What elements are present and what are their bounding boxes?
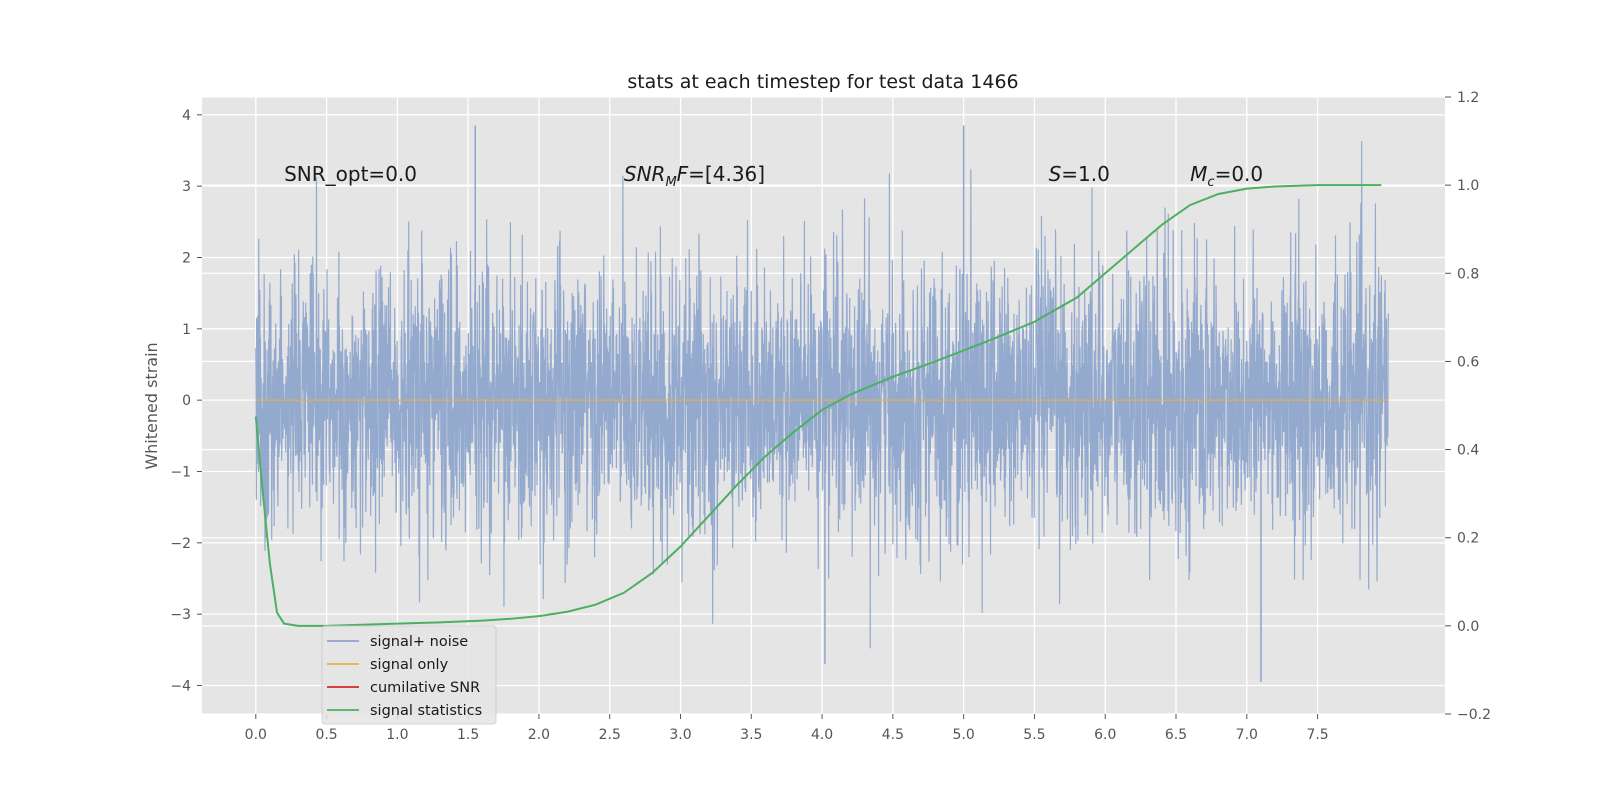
legend-label: signal statistics xyxy=(370,703,482,719)
annotation: SNRMF=[4.36] xyxy=(624,162,765,190)
series-layer xyxy=(254,125,1389,682)
chart-title: stats at each timestep for test data 146… xyxy=(627,71,1018,93)
axes-layer: 0.0 0.5 1.0 1.5 2.0 2.5 3.0 3.5 4.0 4.5 5.0 5.5 6.0 6… xyxy=(170,90,1491,743)
x-tick-label: 5.0 xyxy=(953,727,975,743)
y-tick-label: 3 xyxy=(182,179,191,195)
annotation-part: F xyxy=(677,162,689,186)
annotation-part: S xyxy=(1049,162,1062,186)
y2-tick-label: 0.4 xyxy=(1457,443,1479,459)
series-line-3 xyxy=(254,184,1382,627)
legend-label: signal only xyxy=(370,657,449,673)
y-tick-label: −3 xyxy=(170,607,191,623)
annotation: SNR_opt=0.0 xyxy=(284,162,417,186)
x-tick-label: 0.0 xyxy=(245,727,267,743)
x-tick-label: 6.0 xyxy=(1094,727,1116,743)
legend-box xyxy=(321,625,497,725)
x-tick-label: 4.5 xyxy=(882,727,904,743)
y-tick-label: 4 xyxy=(182,108,191,124)
annotation-part: c xyxy=(1207,175,1214,190)
x-tick-label: 7.0 xyxy=(1236,727,1258,743)
x-tick-label: 3.0 xyxy=(669,727,691,743)
y2-tick-label: 1.0 xyxy=(1457,178,1479,194)
annotation-part: SNR xyxy=(624,162,666,186)
x-tick-label: 2.0 xyxy=(528,727,550,743)
y2-tick-label: 0.2 xyxy=(1457,531,1479,547)
legend-label: signal+ noise xyxy=(370,634,468,650)
x-tick-label: 5.5 xyxy=(1023,727,1045,743)
y-tick-label: 2 xyxy=(182,250,191,266)
annotation-part: M xyxy=(665,175,676,190)
x-tick-label: 0.5 xyxy=(315,727,337,743)
x-tick-label: 7.5 xyxy=(1306,727,1328,743)
y-tick-label: −4 xyxy=(170,678,191,694)
annotations-layer: SNR_opt=0.0 SNRMF=[4.36] S=1.0 Mc=0.0 xyxy=(284,162,1263,190)
x-tick-label: 3.5 xyxy=(740,727,762,743)
x-tick-label: 1.5 xyxy=(457,727,479,743)
annotation-part: =[4.36] xyxy=(688,162,765,186)
legend: signal+ noise signal only cumilative SNR si… xyxy=(321,625,497,725)
x-tick-label: 2.5 xyxy=(599,727,621,743)
annotation: S=1.0 xyxy=(1049,162,1110,186)
y-tick-label: −2 xyxy=(170,536,191,552)
y2-tick-label: 0.0 xyxy=(1457,619,1479,635)
y-tick-label: −1 xyxy=(170,464,191,480)
annotation-part: M xyxy=(1190,162,1207,186)
y-axis-label: Whitened strain xyxy=(142,342,161,469)
annotation-part: =1.0 xyxy=(1061,162,1110,186)
x-tick-label: 6.5 xyxy=(1165,727,1187,743)
series-signal-noise-line xyxy=(255,140,1389,649)
annotation: Mc=0.0 xyxy=(1190,162,1263,190)
legend-label: cumilative SNR xyxy=(370,680,480,696)
x-tick-label: 1.0 xyxy=(386,727,408,743)
y-tick-label: 1 xyxy=(182,322,191,338)
y2-tick-label: −0.2 xyxy=(1457,707,1491,723)
annotation-part: SNR_opt=0.0 xyxy=(284,162,417,186)
y2-tick-label: 0.6 xyxy=(1457,354,1479,370)
y-tick-label: 0 xyxy=(182,393,191,409)
x-tick-label: 4.0 xyxy=(811,727,833,743)
y2-tick-label: 0.8 xyxy=(1457,266,1479,282)
y2-tick-label: 1.2 xyxy=(1457,90,1479,106)
annotation-part: =0.0 xyxy=(1215,162,1264,186)
